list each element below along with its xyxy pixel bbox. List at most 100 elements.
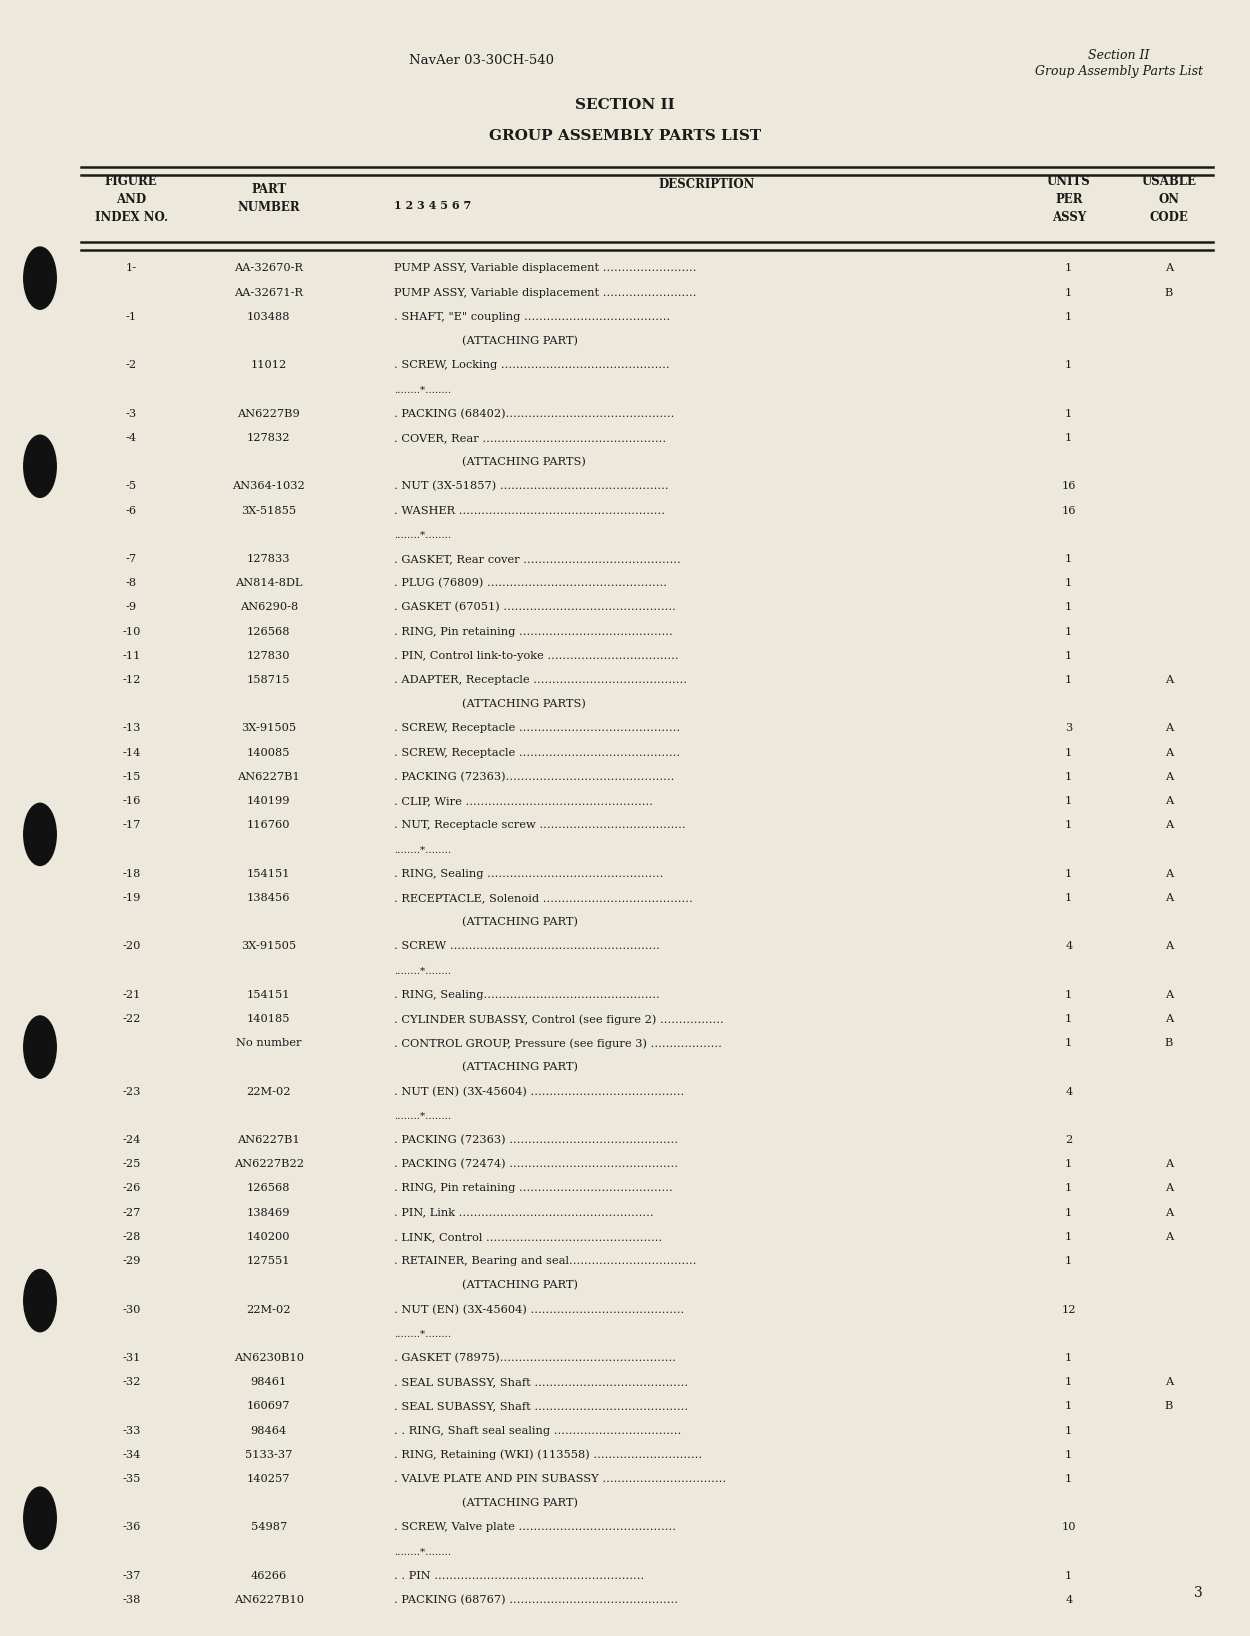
Text: -15: -15: [122, 772, 140, 782]
Text: 154151: 154151: [248, 990, 290, 1000]
Text: -23: -23: [122, 1086, 140, 1096]
Text: -25: -25: [122, 1160, 140, 1170]
Text: B: B: [1165, 1402, 1172, 1412]
Text: A: A: [1165, 1232, 1172, 1242]
Text: ........*........: ........*........: [394, 846, 451, 856]
Text: Section II: Section II: [1088, 49, 1150, 62]
Text: (ATTACHING PART): (ATTACHING PART): [462, 1499, 579, 1508]
Text: . RING, Sealing ...............................................: . RING, Sealing ........................…: [394, 869, 662, 879]
Text: B: B: [1165, 1039, 1172, 1049]
Text: A: A: [1165, 723, 1172, 733]
Text: . SHAFT, "E" coupling .......................................: . SHAFT, "E" coupling ..................…: [394, 312, 670, 322]
Ellipse shape: [24, 435, 56, 497]
Text: AN6227B1: AN6227B1: [238, 772, 300, 782]
Text: 1: 1: [1065, 651, 1072, 661]
Text: -36: -36: [122, 1523, 140, 1533]
Text: 1: 1: [1065, 627, 1072, 636]
Text: 1: 1: [1065, 1207, 1072, 1217]
Text: A: A: [1165, 797, 1172, 807]
Text: 1: 1: [1065, 748, 1072, 757]
Text: NavAer 03-30CH-540: NavAer 03-30CH-540: [409, 54, 554, 67]
Text: 5133-37: 5133-37: [245, 1449, 292, 1459]
Text: 1: 1: [1065, 869, 1072, 879]
Text: ........*........: ........*........: [394, 967, 451, 977]
Text: -33: -33: [122, 1425, 140, 1436]
Text: 140200: 140200: [248, 1232, 290, 1242]
Text: 1: 1: [1065, 288, 1072, 298]
Text: 1: 1: [1065, 1232, 1072, 1242]
Text: 1: 1: [1065, 578, 1072, 589]
Text: AN814-8DL: AN814-8DL: [235, 578, 302, 589]
Text: SECTION II: SECTION II: [575, 98, 675, 113]
Text: A: A: [1165, 676, 1172, 685]
Text: AN6230B10: AN6230B10: [234, 1353, 304, 1363]
Text: -27: -27: [122, 1207, 140, 1217]
Text: 1: 1: [1065, 676, 1072, 685]
Text: A: A: [1165, 1160, 1172, 1170]
Text: -18: -18: [122, 869, 140, 879]
Text: UNITS: UNITS: [1048, 175, 1090, 188]
Text: -10: -10: [122, 627, 140, 636]
Text: 127833: 127833: [248, 555, 290, 564]
Text: 1-: 1-: [126, 263, 136, 273]
Text: DESCRIPTION: DESCRIPTION: [658, 178, 755, 191]
Text: -14: -14: [122, 748, 140, 757]
Text: . RECEPTACLE, Solenoid ........................................: . RECEPTACLE, Solenoid .................…: [394, 893, 692, 903]
Text: 16: 16: [1061, 506, 1076, 515]
Text: INDEX NO.: INDEX NO.: [95, 211, 168, 224]
Text: 1: 1: [1065, 1474, 1072, 1484]
Text: 127832: 127832: [248, 434, 290, 443]
Text: AA-32670-R: AA-32670-R: [234, 263, 304, 273]
Text: 1: 1: [1065, 1256, 1072, 1266]
Text: 1: 1: [1065, 893, 1072, 903]
Text: 3X-51855: 3X-51855: [241, 506, 296, 515]
Text: 138469: 138469: [248, 1207, 290, 1217]
Text: ........*........: ........*........: [394, 386, 451, 396]
Text: -31: -31: [122, 1353, 140, 1363]
Text: A: A: [1165, 263, 1172, 273]
Text: A: A: [1165, 820, 1172, 831]
Text: . . PIN ........................................................: . . PIN ................................…: [394, 1571, 644, 1580]
Text: 140199: 140199: [248, 797, 290, 807]
Text: AN364-1032: AN364-1032: [232, 481, 305, 491]
Text: (ATTACHING PART): (ATTACHING PART): [462, 1062, 579, 1073]
Text: A: A: [1165, 990, 1172, 1000]
Text: 127551: 127551: [248, 1256, 290, 1266]
Text: 1: 1: [1065, 1378, 1072, 1387]
Text: 16: 16: [1061, 481, 1076, 491]
Text: -26: -26: [122, 1183, 140, 1194]
Text: . SCREW, Locking .............................................: . SCREW, Locking .......................…: [394, 360, 670, 370]
Text: AN6227B10: AN6227B10: [234, 1595, 304, 1605]
Text: ON: ON: [1159, 193, 1179, 206]
Text: -4: -4: [126, 434, 136, 443]
Text: -30: -30: [122, 1304, 140, 1315]
Text: -38: -38: [122, 1595, 140, 1605]
Text: . NUT, Receptacle screw .......................................: . NUT, Receptacle screw ................…: [394, 820, 685, 831]
Text: 1: 1: [1065, 360, 1072, 370]
Text: 1 2 3 4 5 6 7: 1 2 3 4 5 6 7: [394, 200, 471, 211]
Text: 116760: 116760: [248, 820, 290, 831]
Text: -24: -24: [122, 1135, 140, 1145]
Text: 1: 1: [1065, 1449, 1072, 1459]
Text: AN6227B1: AN6227B1: [238, 1135, 300, 1145]
Text: 1: 1: [1065, 990, 1072, 1000]
Text: A: A: [1165, 941, 1172, 952]
Text: . NUT (EN) (3X-45604) .........................................: . NUT (EN) (3X-45604) ..................…: [394, 1304, 684, 1315]
Text: 1: 1: [1065, 772, 1072, 782]
Text: 1: 1: [1065, 820, 1072, 831]
Text: 1: 1: [1065, 1353, 1072, 1363]
Text: -1: -1: [126, 312, 136, 322]
Text: . PACKING (68767) .............................................: . PACKING (68767) ......................…: [394, 1595, 678, 1605]
Text: . SCREW, Receptacle ...........................................: . SCREW, Receptacle ....................…: [394, 723, 680, 733]
Text: 98464: 98464: [250, 1425, 288, 1436]
Text: PUMP ASSY, Variable displacement .........................: PUMP ASSY, Variable displacement .......…: [394, 288, 696, 298]
Text: 140257: 140257: [248, 1474, 290, 1484]
Text: 11012: 11012: [250, 360, 288, 370]
Text: . GASKET, Rear cover ..........................................: . GASKET, Rear cover ...................…: [394, 555, 680, 564]
Text: . RING, Retaining (WKI) (113558) .............................: . RING, Retaining (WKI) (113558) .......…: [394, 1449, 702, 1461]
Text: -34: -34: [122, 1449, 140, 1459]
Text: -12: -12: [122, 676, 140, 685]
Text: . PLUG (76809) ................................................: . PLUG (76809) .........................…: [394, 578, 666, 589]
Text: A: A: [1165, 772, 1172, 782]
Text: FIGURE: FIGURE: [105, 175, 158, 188]
